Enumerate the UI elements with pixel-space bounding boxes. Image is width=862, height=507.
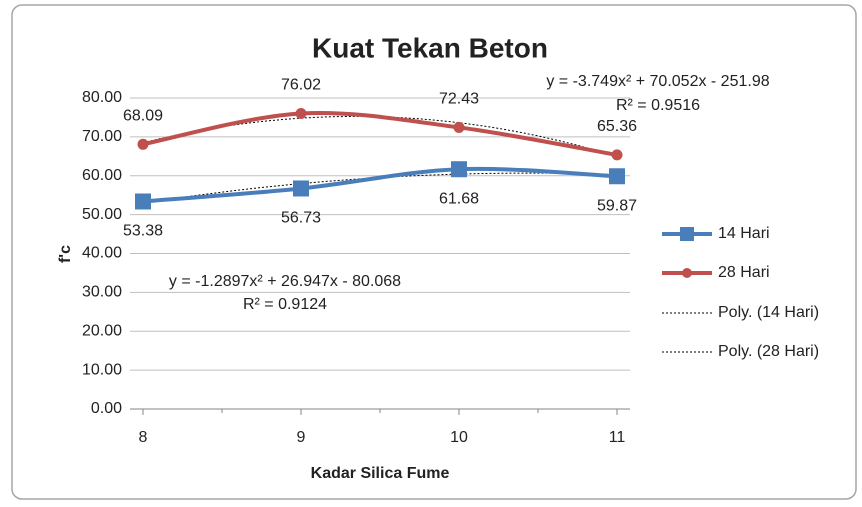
y-tick-label: 30.00 — [82, 284, 122, 301]
legend-marker — [682, 268, 692, 278]
legend-label: Poly. (28 Hari) — [718, 343, 819, 360]
x-tick-label: 9 — [297, 429, 306, 446]
y-tick-label: 50.00 — [82, 206, 122, 223]
series-line — [142, 166, 618, 204]
trendline-equation: y = -1.2897x² + 26.947x - 80.068 — [169, 273, 401, 290]
marker — [611, 149, 623, 161]
trendline-equation: y = -3.749x² + 70.052x - 251.98 — [546, 73, 769, 90]
series-line — [142, 111, 618, 157]
y-tick-label: 20.00 — [82, 322, 122, 339]
trendline — [142, 172, 618, 204]
y-tick-label: 80.00 — [82, 89, 122, 106]
legend-label: 28 Hari — [718, 264, 770, 281]
data-label: 56.73 — [281, 210, 321, 227]
x-axis-label: Kadar Silica Fume — [311, 465, 450, 482]
legend-label: 14 Hari — [718, 225, 770, 242]
legend-marker — [680, 227, 694, 241]
y-tick-label: 60.00 — [82, 167, 122, 184]
x-tick-label: 8 — [139, 429, 148, 446]
y-tick-label: 0.00 — [91, 400, 122, 417]
chart-title: Kuat Tekan Beton — [312, 32, 548, 63]
x-tick-label: 10 — [450, 429, 468, 446]
y-axis-label: f'c — [57, 245, 74, 263]
data-label: 68.09 — [123, 108, 163, 125]
marker — [451, 161, 467, 178]
data-label: 76.02 — [281, 77, 321, 94]
marker — [293, 180, 309, 197]
chart-frame — [11, 4, 857, 500]
marker — [295, 107, 307, 119]
data-label: 72.43 — [439, 91, 479, 108]
marker — [609, 168, 625, 185]
y-tick-label: 10.00 — [82, 361, 122, 378]
marker — [135, 193, 151, 210]
marker — [453, 121, 465, 133]
data-label: 53.38 — [123, 223, 163, 240]
legend-label: Poly. (14 Hari) — [718, 304, 819, 321]
trendline-r2: R² = 0.9124 — [243, 296, 327, 313]
y-tick-label: 40.00 — [82, 245, 122, 262]
x-tick-label: 11 — [609, 429, 626, 446]
marker — [137, 138, 149, 150]
data-label: 61.68 — [439, 190, 479, 207]
data-label: 59.87 — [597, 197, 637, 214]
y-tick-label: 70.00 — [82, 128, 122, 145]
data-label: 65.36 — [597, 118, 637, 135]
trendline-r2: R² = 0.9516 — [616, 97, 700, 114]
